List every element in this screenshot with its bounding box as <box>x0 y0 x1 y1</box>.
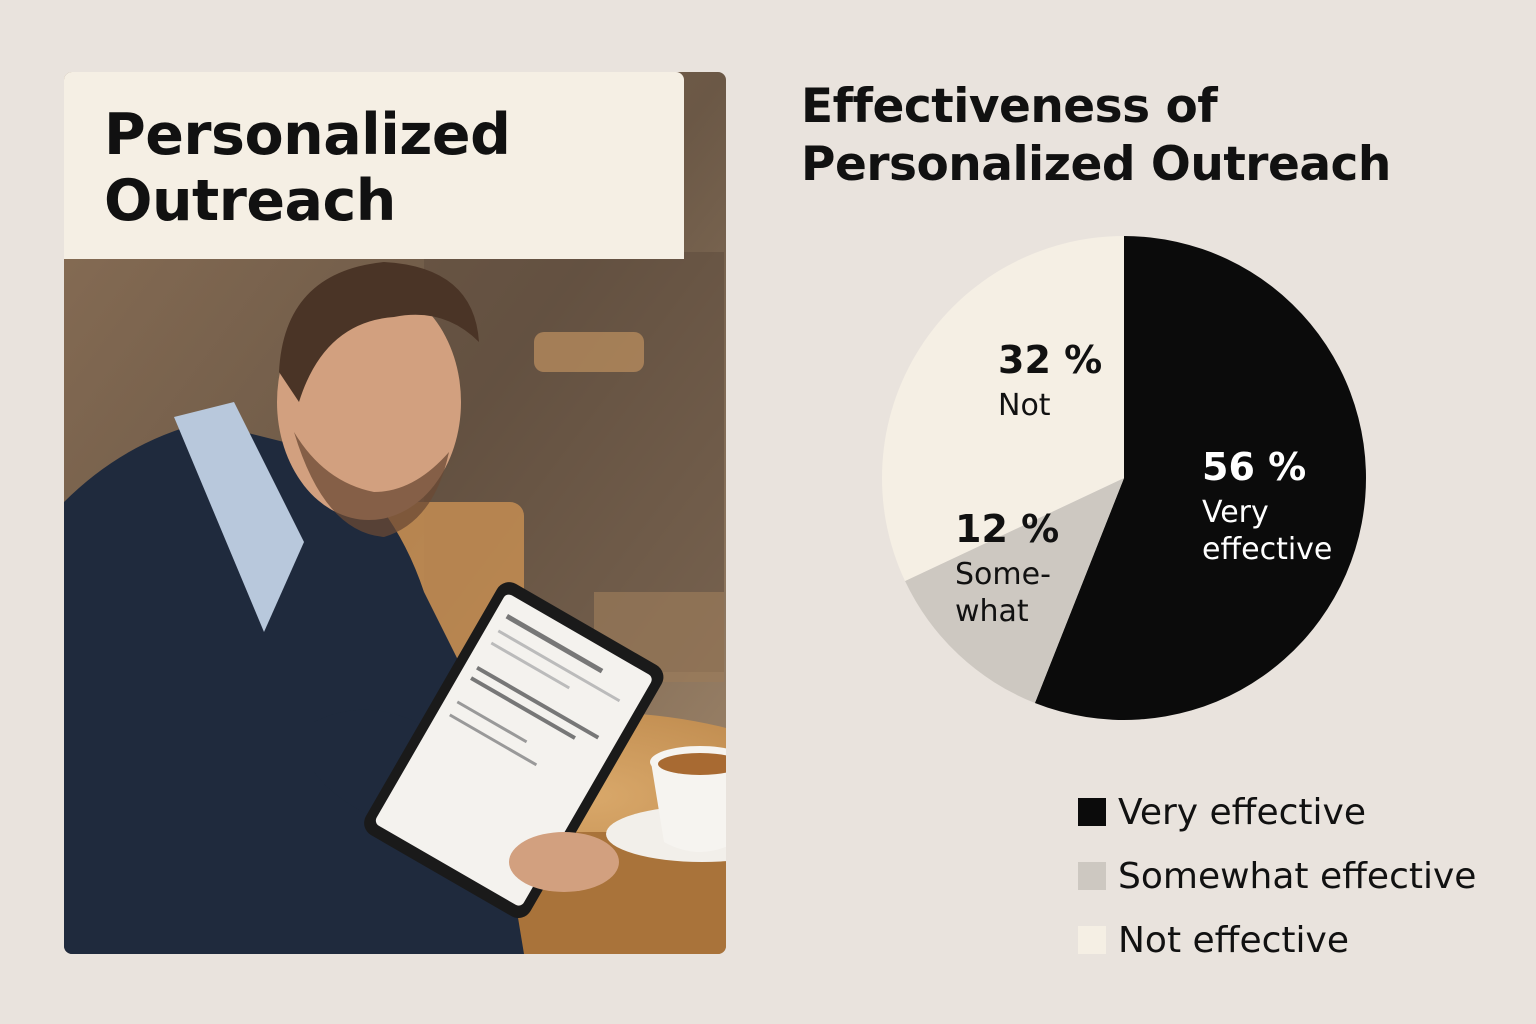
pie-value-label-very-effective: 56 % <box>1202 445 1306 489</box>
legend-label-not-effective: Not effective <box>1118 919 1349 961</box>
chart-title-line-1: Effectiveness of <box>801 79 1218 134</box>
pie-category-label-very-effective-1: effective <box>1202 532 1332 567</box>
page-title-line-1: Personalized <box>104 102 511 168</box>
legend-item-not-effective: Not effective <box>1078 908 1476 972</box>
page-title-line-2: Outreach <box>104 168 396 234</box>
pie-slice-somewhat-effective <box>905 478 1124 704</box>
pie-value-label-somewhat-effective: 12 % <box>955 507 1059 551</box>
pie-value-label-not-effective: 32 % <box>998 338 1102 382</box>
pie-category-label-somewhat-effective-0: Some- <box>955 557 1051 592</box>
chart-title-line-2: Personalized Outreach <box>801 137 1391 192</box>
legend-item-very-effective: Very effective <box>1078 780 1476 844</box>
legend-swatch-very-effective <box>1078 798 1106 826</box>
legend-label-very-effective: Very effective <box>1118 791 1366 833</box>
title-card: Personalized Outreach <box>64 72 684 259</box>
pie-slice-not-effective <box>882 236 1124 582</box>
chart-legend: Very effective Somewhat effective Not ef… <box>1078 780 1476 972</box>
chart-title: Effectiveness of Personalized Outreach <box>801 78 1391 194</box>
pie-slice-very-effective <box>1034 236 1367 720</box>
pie-category-label-somewhat-effective-1: what <box>955 594 1029 629</box>
legend-swatch-not-effective <box>1078 926 1106 954</box>
pie-category-label-not-effective-0: Not <box>998 388 1051 423</box>
legend-swatch-somewhat-effective <box>1078 862 1106 890</box>
legend-label-somewhat-effective: Somewhat effective <box>1118 855 1477 897</box>
legend-item-somewhat-effective: Somewhat effective <box>1078 844 1476 908</box>
pie-category-label-very-effective-0: Very <box>1202 495 1269 530</box>
